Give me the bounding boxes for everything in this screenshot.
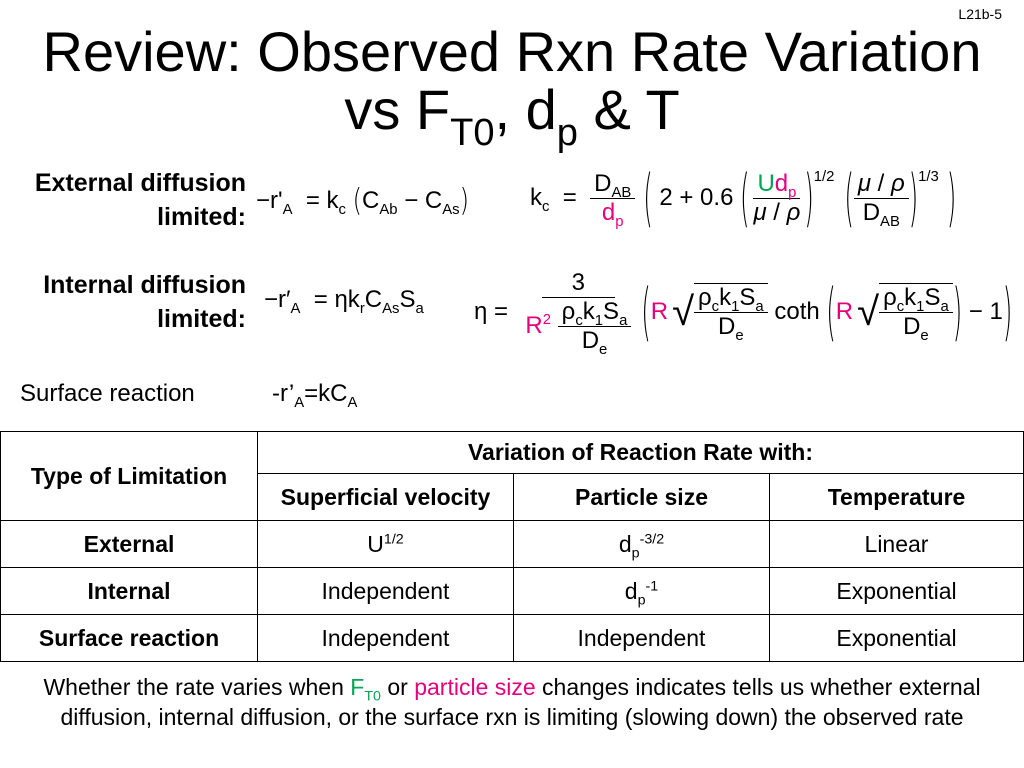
cell-velocity: U1/2 — [257, 520, 514, 568]
cell-particle-size: dp-3/2 — [513, 520, 770, 568]
header-type-of-limitation: Type of Limitation — [0, 431, 258, 521]
internal-diffusion-label: Internal diffusion limited: — [43, 271, 246, 333]
table-row: Internal Independent dp-1 Exponential — [0, 567, 1024, 615]
surface-rate-equation: -r’A=kCA — [272, 380, 358, 411]
cell-temperature: Exponential — [769, 614, 1024, 662]
header-particle-size: Particle size — [513, 473, 770, 521]
header-variation-group: Variation of Reaction Rate with: — [257, 431, 1024, 474]
table-row: Surface reaction Independent Independent… — [0, 614, 1024, 662]
cell-particle-size: Independent — [513, 614, 770, 662]
table-header-row: Type of Limitation Variation of Reaction… — [0, 431, 1024, 521]
effectiveness-factor-equation: η = 3 R2 ρck1Sa De ( R √ ρck1Sa De coth ( R … — [474, 269, 1013, 358]
slide-number: L21b-5 — [958, 6, 1002, 22]
cell-temperature: Linear — [769, 520, 1024, 568]
row-type-external: External — [0, 520, 258, 568]
slide-title: Review: Observed Rxn Rate Variation vs F… — [0, 20, 1024, 154]
surface-reaction-label: Surface reaction — [20, 380, 195, 407]
external-diffusion-label: External diffusion limited: — [34, 169, 246, 231]
table-subheader-row: Superficial velocity Particle size Tempe… — [1, 473, 1024, 521]
header-temperature: Temperature — [769, 473, 1024, 521]
title-line-2: vs FT0, dp & T — [344, 78, 680, 154]
row-type-surface: Surface reaction — [0, 614, 258, 662]
external-rate-equation: −r'A = kc (CAb − CAs) — [256, 181, 469, 219]
table-row: External U1/2 dp-3/2 Linear — [0, 520, 1024, 568]
cell-particle-size: dp-1 — [513, 567, 770, 615]
cell-velocity: Independent — [257, 567, 514, 615]
mass-transfer-coefficient-equation: kc = DAB dp ( 2 + 0.6 ( Udp μ / ρ ) 1/2 ( μ… — [530, 161, 957, 235]
row-type-internal: Internal — [0, 567, 258, 615]
cell-temperature: Exponential — [769, 567, 1024, 615]
cell-velocity: Independent — [257, 614, 514, 662]
title-line-1: Review: Observed Rxn Rate Variation — [42, 20, 982, 83]
header-superficial-velocity: Superficial velocity — [257, 473, 514, 521]
limitation-table: Type of Limitation Variation of Reaction… — [0, 431, 1024, 662]
internal-rate-equation: −r′A = ηkrCAsSa — [264, 286, 424, 317]
footer-note: Whether the rate varies when FT0 or part… — [43, 674, 981, 730]
